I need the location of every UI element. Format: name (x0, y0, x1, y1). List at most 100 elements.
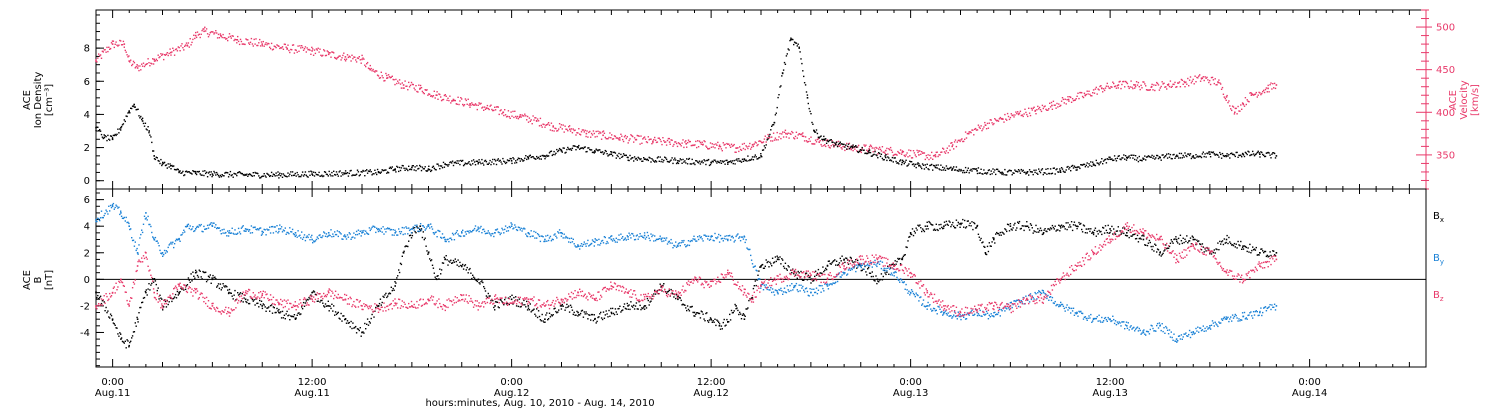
density-series-sample (430, 169, 433, 172)
density-series-sample (245, 174, 247, 176)
bx-series-sample (1232, 244, 1235, 247)
by-series-sample (150, 225, 152, 228)
by-series-sample (303, 234, 306, 236)
bx-series-sample (539, 319, 542, 321)
density-series-sample (440, 165, 442, 167)
bx-series-sample (164, 300, 167, 303)
velocity-series-sample (1104, 87, 1107, 89)
velocity-series-sample (382, 77, 384, 79)
velocity-series-sample (975, 129, 978, 131)
bx-series-sample (1012, 227, 1014, 229)
density-series-sample (795, 42, 798, 44)
velocity-series-sample (501, 113, 503, 115)
bx-series-sample (178, 293, 180, 295)
velocity-series-sample (1100, 85, 1102, 87)
velocity-series-sample (1215, 84, 1217, 86)
velocity-series-sample (1148, 89, 1151, 91)
bx-series-sample (332, 310, 334, 312)
velocity-series-sample (548, 124, 551, 126)
density-series-sample (679, 158, 681, 160)
bx-series-sample (526, 300, 528, 303)
velocity-series-sample (651, 143, 653, 145)
velocity-series-sample (461, 98, 463, 100)
bx-series-sample (131, 335, 134, 337)
velocity-series-sample (491, 108, 493, 111)
bx-series-sample (544, 321, 546, 323)
velocity-series-sample (259, 45, 262, 47)
bx-series-sample (403, 250, 405, 252)
density-series-sample (444, 163, 446, 165)
velocity-series-sample (379, 77, 382, 79)
density-series-sample (1222, 154, 1225, 157)
density-series-point (806, 97, 809, 99)
bx-series-sample (360, 335, 362, 337)
velocity-series-sample (142, 62, 145, 64)
velocity-series-sample (1047, 109, 1049, 111)
density-series-sample (541, 154, 543, 157)
density-series-sample (1063, 171, 1065, 173)
by-series-point (560, 232, 563, 234)
bx-series-sample (413, 227, 415, 229)
velocity-series-sample (934, 154, 937, 156)
density-series-sample (691, 158, 693, 161)
bx-series-sample (713, 321, 715, 323)
density-series-sample (1271, 153, 1273, 155)
velocity-series-sample (819, 140, 821, 142)
bx-series-sample (1007, 224, 1010, 226)
bx-series-point (718, 325, 721, 327)
bx-series-sample (667, 290, 670, 293)
velocity-series-sample (352, 57, 354, 60)
density-series-sample (1070, 170, 1072, 172)
density-series-sample (600, 151, 603, 154)
density-series-sample (1023, 171, 1025, 173)
bx-series-sample (1273, 250, 1275, 252)
velocity-series-sample (567, 130, 569, 132)
velocity-series-sample (1216, 84, 1218, 86)
velocity-series-sample (1042, 107, 1044, 110)
density-series-sample (869, 151, 872, 154)
velocity-series-point (1051, 104, 1053, 107)
bx-series-sample (156, 289, 158, 292)
density-series-sample (168, 166, 170, 168)
bx-series-sample (627, 308, 629, 310)
velocity-series-sample (329, 52, 331, 54)
density-series-sample (608, 154, 610, 156)
density-series-sample (940, 164, 942, 166)
density-series-sample (1153, 155, 1155, 158)
bx-series-sample (1151, 248, 1153, 251)
density-series-sample (1156, 154, 1159, 157)
velocity-series-sample (1037, 105, 1039, 108)
by-series-point (145, 212, 147, 214)
bx-series-sample (933, 228, 936, 230)
bx-series-sample (569, 304, 572, 306)
bx-series-sample (1210, 253, 1213, 255)
bx-series-point (1092, 232, 1095, 234)
bx-series-sample (191, 280, 193, 282)
velocity-series-sample (1028, 107, 1030, 109)
bx-series-sample (762, 267, 765, 269)
velocity-series-sample (1231, 109, 1233, 112)
bx-series-sample (564, 309, 566, 311)
density-series-sample (460, 159, 462, 162)
bx-series-sample (1188, 240, 1191, 242)
density-series-sample (346, 172, 349, 174)
velocity-series-sample (1185, 81, 1187, 83)
density-series-sample (1028, 174, 1030, 176)
density-series-sample (1060, 171, 1062, 173)
velocity-series-sample (416, 90, 418, 93)
velocity-series-sample (119, 39, 121, 42)
density-series-sample (678, 160, 681, 162)
density-series-sample (183, 174, 185, 177)
bx-series-sample (568, 305, 570, 307)
bx-series-sample (1095, 235, 1097, 237)
velocity-series-sample (793, 137, 795, 139)
by-series-sample (306, 235, 308, 237)
density-series-sample (1031, 171, 1033, 173)
bx-series-sample (159, 294, 161, 296)
velocity-series-sample (496, 106, 499, 108)
velocity-series-sample (1220, 88, 1223, 90)
bx-series-sample (436, 275, 438, 277)
bx-series-sample (251, 298, 254, 301)
density-series-sample (1103, 159, 1106, 161)
density-series-sample (907, 164, 909, 167)
